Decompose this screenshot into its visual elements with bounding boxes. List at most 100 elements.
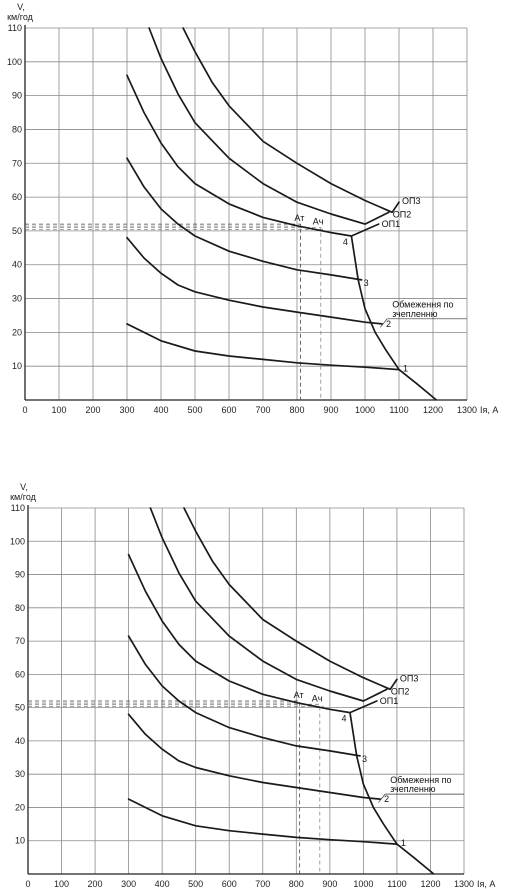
point-4-label: 4	[343, 237, 348, 247]
x-tick-label: 1200	[420, 879, 440, 889]
x-axis-label: Iя, А	[477, 879, 495, 889]
series-line-4	[126, 74, 380, 237]
x-tick-label: 1000	[353, 879, 373, 889]
series-label-2: 2	[384, 794, 389, 804]
x-tick-label: 1100	[387, 879, 406, 889]
x-tick-label: 900	[323, 405, 338, 415]
grid	[28, 507, 465, 874]
series-line-5	[149, 507, 388, 702]
marker-line-at	[28, 700, 301, 874]
marker-line-ach	[25, 227, 322, 400]
x-tick-label: 400	[153, 405, 168, 415]
chart-bottom: 0 100 200 300 400 500 600 700 800 900 1000 1100 1200…	[10, 482, 495, 889]
series-label-6: ОП3	[400, 673, 418, 683]
y-tick-label: 90	[15, 570, 25, 580]
y-tick-label: 80	[12, 124, 22, 134]
adhesion-leader	[378, 793, 386, 803]
series-line-4	[127, 553, 378, 714]
x-axis-label: Iя, А	[480, 405, 498, 415]
x-tick-label: 400	[155, 879, 170, 889]
y-axis-label-unit: км/год	[10, 492, 37, 502]
y-axis-label-symbol: V,	[20, 482, 28, 492]
y-tick-label: 30	[15, 769, 25, 779]
x-tick-label: 0	[22, 405, 27, 415]
x-tick-label: 700	[255, 405, 270, 415]
y-tick-label: 80	[15, 603, 25, 613]
x-tick-label: 600	[222, 879, 237, 889]
series-line-1	[127, 798, 398, 845]
series-line-6	[182, 27, 400, 214]
series-line-5	[148, 27, 390, 225]
x-tick-label: 200	[85, 405, 100, 415]
y-tick-label: 30	[12, 294, 22, 304]
series-label-2: 2	[386, 319, 391, 329]
y-tick-label: 40	[15, 736, 25, 746]
x-tick-label: 0	[25, 879, 30, 889]
marker-line-ach	[28, 703, 321, 874]
y-tick-label: 100	[10, 536, 25, 546]
x-tick-label: 500	[187, 405, 202, 415]
x-tick-label: 500	[188, 879, 203, 889]
marker-label-ach: Ач	[313, 217, 324, 227]
y-tick-label: 60	[15, 669, 25, 679]
y-tick-label: 110	[11, 503, 25, 513]
y-tick-label: 20	[15, 802, 25, 812]
y-axis-label-unit: км/год	[7, 12, 34, 22]
y-tick-label: 50	[12, 226, 22, 236]
series-line-2	[126, 236, 383, 325]
series-label-5: ОП2	[391, 686, 409, 696]
y-tick-label: 60	[12, 192, 22, 202]
y-tick-label: 10	[15, 836, 25, 846]
x-tick-label: 100	[51, 405, 66, 415]
adhesion-leader	[380, 318, 388, 328]
x-tick-label: 800	[289, 879, 304, 889]
point-4-label: 4	[341, 714, 346, 724]
adhesion-label-line-1: Обмеження по	[390, 775, 451, 785]
series-line-3	[126, 157, 363, 281]
x-tick-label: 1100	[389, 405, 408, 415]
series-label-3: 3	[364, 278, 369, 288]
series-line-6	[183, 507, 398, 691]
series-line-3	[127, 635, 361, 757]
x-tick-label: 1200	[423, 405, 443, 415]
marker-label-at: Ат	[294, 213, 304, 223]
series-label-5: ОП2	[393, 209, 411, 219]
adhesion-label-line-2: зчепленню	[390, 784, 436, 794]
adhesion-label-line-2: зчепленню	[392, 309, 438, 319]
marker-line-at	[25, 223, 301, 400]
series-line-1	[126, 323, 400, 371]
series-label-3: 3	[362, 754, 367, 764]
y-axis-label-symbol: V,	[17, 2, 25, 12]
x-tick-label: 300	[119, 405, 134, 415]
y-tick-label: 110	[8, 23, 22, 33]
x-tick-label: 1000	[355, 405, 375, 415]
x-tick-label: 900	[322, 879, 337, 889]
series-label-1: 1	[403, 364, 408, 374]
x-tick-label: 100	[54, 879, 69, 889]
y-tick-label: 90	[12, 91, 22, 101]
adhesion-limit-line	[350, 235, 437, 401]
marker-label-ach: Ач	[312, 693, 323, 703]
grid	[25, 27, 468, 400]
x-tick-label: 300	[121, 879, 136, 889]
x-tick-label: 1300	[457, 405, 477, 415]
y-tick-label: 10	[12, 361, 22, 371]
adhesion-limit-line	[349, 712, 435, 875]
y-tick-label: 50	[15, 703, 25, 713]
chart-top: 0 100 200 300 400 500 600 700 800 900 1000 1100 1200…	[7, 2, 498, 415]
y-tick-label: 70	[15, 636, 25, 646]
series-line-2	[127, 713, 382, 800]
y-tick-label: 20	[12, 327, 22, 337]
x-tick-label: 600	[221, 405, 236, 415]
y-tick-label: 100	[7, 57, 22, 67]
series-label-4: ОП1	[380, 696, 398, 706]
series-label-4: ОП1	[382, 219, 400, 229]
x-tick-label: 200	[88, 879, 103, 889]
marker-label-at: Ат	[294, 690, 304, 700]
x-tick-label: 800	[289, 405, 304, 415]
series-label-6: ОП3	[402, 196, 420, 206]
y-tick-label: 70	[12, 158, 22, 168]
y-tick-label: 40	[12, 260, 22, 270]
adhesion-label-line-1: Обмеження по	[392, 300, 453, 310]
